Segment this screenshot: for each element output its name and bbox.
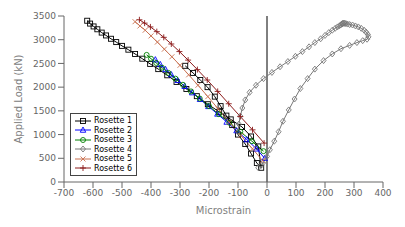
html-text:Rosette 6: Rosette 6	[94, 163, 132, 173]
svg-text:1500: 1500	[33, 106, 56, 116]
svg-text:100: 100	[287, 188, 304, 198]
svg-text:400: 400	[374, 188, 391, 198]
html-text:Rosette 4: Rosette 4	[94, 144, 132, 154]
svg-text:-700: -700	[54, 188, 75, 198]
svg-text:0: 0	[264, 188, 270, 198]
html-text:Rosette 5: Rosette 5	[94, 154, 132, 163]
html-text:Rosette 3: Rosette 3	[94, 135, 132, 144]
svg-text:-400: -400	[141, 188, 162, 198]
svg-text:300: 300	[345, 188, 362, 198]
svg-text:3500: 3500	[33, 11, 56, 21]
svg-text:Microstrain: Microstrain	[196, 205, 251, 216]
svg-text:200: 200	[316, 188, 333, 198]
svg-text:500: 500	[39, 153, 56, 163]
svg-text:-600: -600	[83, 188, 104, 198]
html-text:Rosette 1: Rosette 1	[94, 116, 132, 125]
svg-text:0: 0	[50, 177, 56, 187]
svg-text:2500: 2500	[33, 59, 56, 69]
svg-text:Applied Load (kN): Applied Load (kN)	[13, 54, 24, 143]
svg-text:-300: -300	[170, 188, 191, 198]
html-text:Rosette 2: Rosette 2	[94, 125, 132, 135]
svg-text:2000: 2000	[33, 82, 56, 92]
svg-text:-500: -500	[112, 188, 133, 198]
svg-text:3000: 3000	[33, 35, 56, 45]
svg-text:-200: -200	[199, 188, 220, 198]
svg-text:1000: 1000	[33, 130, 56, 140]
svg-text:-100: -100	[228, 188, 249, 198]
